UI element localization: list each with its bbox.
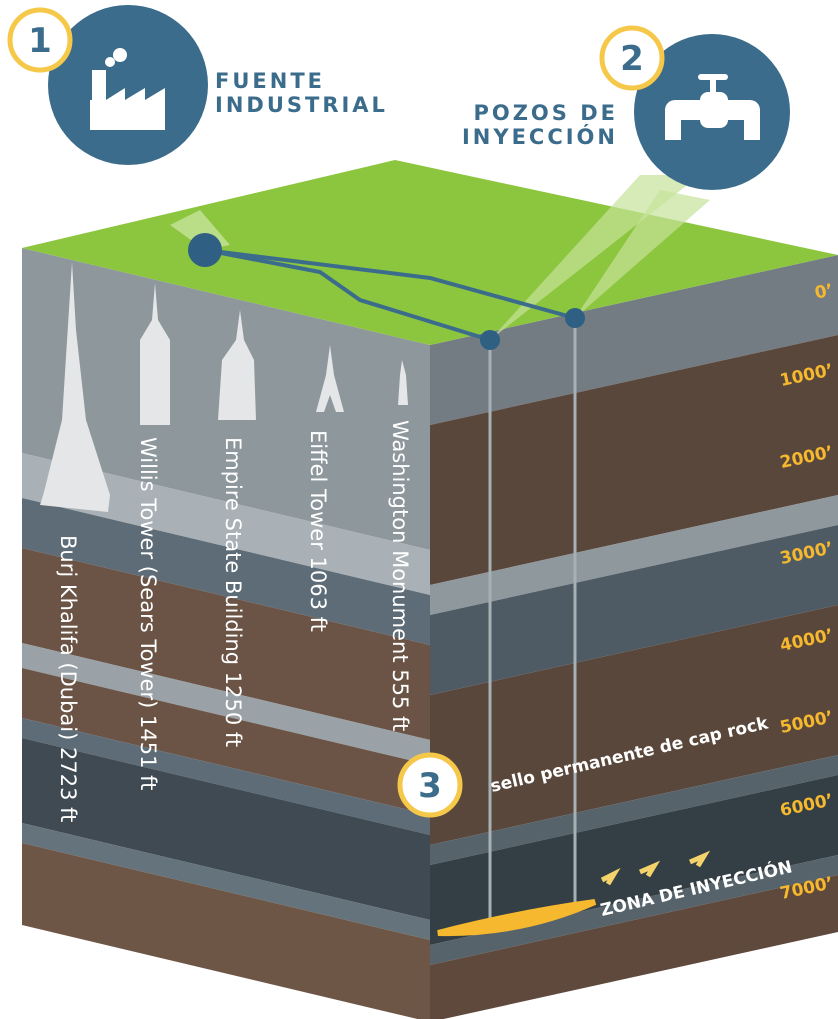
source-node [188,233,222,267]
badge-number: 2 [620,39,644,79]
rock-layer [430,874,838,1019]
rock-layer [22,453,430,595]
ground-surface [22,160,838,345]
building-label: Eiffel Tower 1063 ft [306,430,330,632]
building-label: Burj Khalifa (Dubai) 2723 ft [56,535,80,822]
rock-layer [430,524,838,695]
well-head [565,308,585,328]
factory-icon [90,48,165,130]
rock-layer [22,668,430,815]
injection-plume [437,899,597,937]
rock-layer [430,604,838,845]
rock-layer [430,334,838,585]
valve-icon [665,74,760,140]
wells-title: POZOS DE [473,101,618,125]
depth-label: 0’ [813,280,835,303]
source-title: INDUSTRIAL [215,93,388,117]
wells-title: INYECCIÓN [462,124,618,149]
rock-layer [430,774,838,945]
well-head [480,330,500,350]
rock-layer [22,843,430,1019]
building-labels: Washington Monument 555 ft Eiffel Tower 1… [56,420,412,822]
badge-number: 1 [28,21,52,61]
light-beam [575,190,710,318]
badge [7,7,73,73]
source-title: FUENTE [215,69,325,93]
rock-layer [22,718,430,835]
badge [397,752,463,818]
pipeline [204,248,576,342]
rock-layer [22,548,430,740]
building-label: Washington Monument 555 ft [388,420,412,731]
rock-layer [22,738,430,920]
badge [599,25,665,91]
rock-layer [22,498,430,645]
flow-arrows [600,850,711,886]
rock-layer [430,754,838,865]
ground-block [22,248,838,1019]
factory-icon-circle [48,5,208,165]
building-silhouettes [40,262,408,512]
rock-layer [430,254,838,425]
building-label: Empire State Building 1250 ft [221,437,245,747]
rock-layer [430,494,838,615]
rock-layer [430,854,838,965]
rock-layer [22,823,430,940]
badge-number: 3 [418,766,442,806]
building-label: Willis Tower (Sears Tower) 1451 ft [136,437,160,790]
rock-layer [22,643,430,765]
